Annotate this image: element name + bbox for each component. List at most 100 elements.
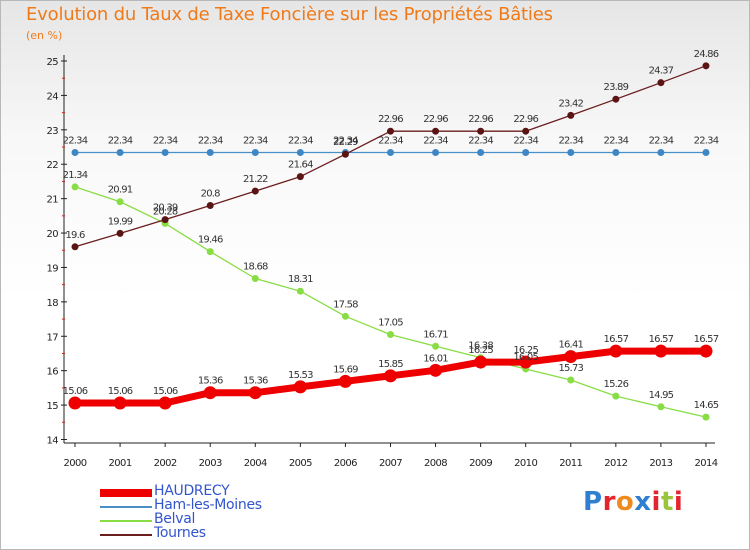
data-label-tournes: 20.8 — [201, 189, 221, 200]
data-point-ham-les-moines — [206, 149, 214, 157]
y-tick-label: 17 — [46, 332, 58, 343]
data-label-ham-les-moines: 22.34 — [423, 136, 448, 147]
unit-label: (en %) — [26, 29, 63, 42]
data-point-haudrecy — [338, 374, 352, 388]
data-point-ham-les-moines — [477, 149, 485, 157]
data-label-haudrecy: 15.36 — [198, 376, 223, 387]
data-point-ham-les-moines — [702, 149, 710, 157]
data-label-haudrecy: 16.57 — [604, 334, 629, 345]
data-label-tournes: 22.96 — [378, 114, 403, 125]
data-point-haudrecy — [474, 355, 488, 369]
data-label-haudrecy: 16.41 — [558, 340, 583, 351]
data-point-tournes — [702, 62, 710, 70]
data-point-haudrecy — [609, 344, 623, 358]
data-point-ham-les-moines — [161, 149, 169, 157]
data-point-tournes — [116, 229, 124, 237]
data-label-haudrecy: 15.06 — [63, 386, 88, 397]
y-tick-label: 14 — [46, 436, 58, 447]
data-label-ham-les-moines: 22.34 — [513, 136, 538, 147]
x-tick-label: 2008 — [424, 458, 447, 469]
x-tick-label: 2007 — [379, 458, 402, 469]
data-point-tournes — [432, 127, 440, 135]
data-point-ham-les-moines — [612, 149, 620, 157]
data-label-ham-les-moines: 22.34 — [153, 136, 178, 147]
data-label-belval: 17.58 — [333, 299, 358, 310]
data-point-ham-les-moines — [432, 149, 440, 157]
data-label-tournes: 22.29 — [333, 137, 358, 148]
data-point-belval — [567, 376, 575, 384]
data-point-tournes — [477, 127, 485, 135]
data-point-belval — [116, 198, 124, 206]
data-point-haudrecy — [293, 380, 307, 394]
x-tick-label: 2012 — [604, 458, 627, 469]
data-label-haudrecy: 15.36 — [243, 376, 268, 387]
data-label-ham-les-moines: 22.34 — [558, 136, 583, 147]
x-tick-label: 2005 — [289, 458, 312, 469]
data-label-haudrecy: 15.53 — [288, 370, 313, 381]
data-label-belval: 20.91 — [108, 185, 133, 196]
data-point-haudrecy — [113, 396, 127, 410]
data-label-belval: 20.28 — [153, 206, 178, 217]
data-label-belval: 14.65 — [694, 400, 719, 411]
data-label-haudrecy: 16.25 — [468, 345, 493, 356]
y-tick-label: 16 — [46, 367, 58, 378]
data-point-belval — [702, 413, 710, 421]
data-label-belval: 15.73 — [558, 363, 583, 374]
data-label-tournes: 19.6 — [65, 230, 85, 241]
x-tick-label: 2014 — [694, 458, 717, 469]
data-label-belval: 17.05 — [378, 318, 403, 329]
data-label-tournes: 20.39 — [153, 203, 178, 214]
data-point-ham-les-moines — [657, 149, 665, 157]
data-label-haudrecy: 15.69 — [333, 364, 358, 375]
legend-swatch — [100, 489, 152, 497]
data-label-belval: 19.46 — [198, 235, 223, 246]
data-point-belval — [296, 287, 304, 295]
data-label-ham-les-moines: 22.34 — [649, 136, 674, 147]
data-label-ham-les-moines: 22.34 — [198, 136, 223, 147]
legend-label: Ham-les-Moines — [154, 497, 262, 513]
data-point-ham-les-moines — [71, 149, 79, 157]
data-point-ham-les-moines — [522, 149, 530, 157]
data-point-haudrecy — [203, 386, 217, 400]
data-label-belval: 16.05 — [513, 352, 538, 363]
data-point-ham-les-moines — [116, 149, 124, 157]
data-point-haudrecy — [383, 369, 397, 383]
data-label-ham-les-moines: 22.34 — [288, 136, 313, 147]
data-label-belval: 16.38 — [468, 341, 493, 352]
data-point-tournes — [657, 79, 665, 87]
data-label-tournes: 22.96 — [513, 114, 538, 125]
x-tick-label: 2002 — [154, 458, 177, 469]
data-point-tournes — [386, 127, 394, 135]
data-point-haudrecy — [248, 386, 262, 400]
x-tick-label: 2006 — [334, 458, 357, 469]
data-label-haudrecy: 15.85 — [378, 359, 403, 370]
data-label-haudrecy: 15.06 — [153, 386, 178, 397]
data-point-haudrecy — [429, 363, 443, 377]
data-label-tournes: 19.99 — [108, 216, 133, 227]
y-tick-label: 20 — [46, 229, 58, 240]
data-label-belval: 21.34 — [63, 170, 88, 181]
data-point-haudrecy — [519, 355, 533, 369]
data-point-belval — [432, 342, 440, 350]
proxiti-logo: Proxiti — [583, 487, 684, 517]
y-tick-label: 25 — [46, 57, 58, 68]
data-label-haudrecy: 16.01 — [423, 353, 448, 364]
data-point-tournes — [71, 243, 79, 251]
data-label-ham-les-moines: 22.34 — [333, 136, 358, 147]
legend-swatch — [100, 506, 152, 508]
x-tick-label: 2003 — [199, 458, 222, 469]
data-label-belval: 18.31 — [288, 274, 313, 285]
y-tick-label: 22 — [46, 160, 58, 171]
x-tick-label: 2001 — [109, 458, 132, 469]
y-tick-label: 21 — [46, 195, 58, 206]
data-label-haudrecy: 16.25 — [513, 345, 538, 356]
data-label-belval: 18.68 — [243, 261, 268, 272]
data-point-ham-les-moines — [251, 149, 259, 157]
data-point-tournes — [161, 216, 169, 224]
y-tick-label: 18 — [46, 298, 58, 309]
data-point-haudrecy — [564, 350, 578, 364]
data-label-tournes: 22.96 — [468, 114, 493, 125]
data-label-belval: 14.95 — [649, 390, 674, 401]
data-label-belval: 15.26 — [604, 379, 629, 390]
x-tick-label: 2009 — [469, 458, 492, 469]
